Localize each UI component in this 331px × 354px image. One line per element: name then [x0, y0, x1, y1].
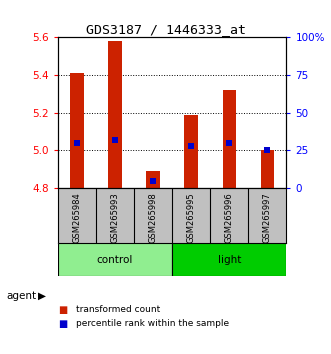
- Text: GSM265997: GSM265997: [263, 193, 272, 243]
- Text: GSM265995: GSM265995: [187, 193, 196, 243]
- Text: GSM265996: GSM265996: [225, 193, 234, 243]
- Text: ■: ■: [58, 319, 67, 329]
- Text: ■: ■: [58, 305, 67, 315]
- Text: percentile rank within the sample: percentile rank within the sample: [76, 319, 229, 329]
- Bar: [184, 115, 198, 188]
- Text: GDS3187 / 1446333_at: GDS3187 / 1446333_at: [85, 23, 246, 36]
- Bar: [172, 243, 286, 276]
- Bar: [70, 73, 84, 188]
- Text: agent: agent: [7, 291, 37, 301]
- Text: GSM265998: GSM265998: [149, 193, 158, 243]
- Text: GSM265993: GSM265993: [111, 193, 119, 243]
- Text: light: light: [217, 255, 241, 265]
- Bar: [108, 41, 122, 188]
- Bar: [260, 150, 274, 188]
- Text: ▶: ▶: [38, 291, 46, 301]
- Bar: [146, 171, 160, 188]
- Bar: [222, 90, 236, 188]
- Bar: [58, 243, 172, 276]
- Text: transformed count: transformed count: [76, 305, 161, 314]
- Text: GSM265984: GSM265984: [72, 193, 81, 243]
- Text: control: control: [97, 255, 133, 265]
